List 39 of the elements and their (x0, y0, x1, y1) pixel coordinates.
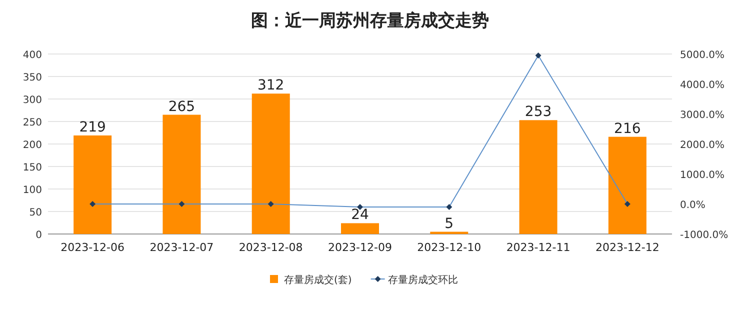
data-label: 312 (257, 78, 284, 94)
x-tick-label: 2023-12-11 (506, 241, 570, 254)
y-tick-label: 400 (22, 50, 42, 61)
data-label: 219 (79, 119, 106, 136)
y2-tick-label: 4000.0% (680, 80, 724, 91)
x-tick-label: 2023-12-07 (150, 241, 214, 254)
data-label: 253 (524, 104, 552, 120)
bar (341, 223, 379, 234)
y-tick-label: 250 (22, 118, 42, 128)
bar (162, 114, 201, 234)
y2-tick-label: 0.0% (680, 200, 706, 211)
bar (74, 135, 112, 234)
y2-tick-label: -1000.0% (680, 230, 728, 241)
y2-tick-label: 3000.0% (680, 110, 724, 121)
bar (252, 94, 290, 234)
x-tick-label: 2023-12-12 (595, 241, 660, 254)
x-tick-label: 2023-12-06 (60, 241, 125, 254)
x-tick-label: 2023-12-09 (328, 241, 392, 254)
chart-title: 图：近一周苏州存量房成交走势 (251, 11, 489, 31)
data-label: 265 (168, 98, 196, 115)
x-tick-label: 2023-12-10 (417, 241, 482, 254)
y-tick-label: 350 (22, 72, 42, 84)
bar (519, 120, 558, 234)
y2-tick-label: 1000.0% (680, 170, 724, 181)
data-label: 216 (614, 120, 641, 137)
legend-label: 存量房成交环比 (388, 274, 458, 286)
y2-tick-label: 5000.0% (680, 50, 724, 61)
y-tick-label: 50 (29, 208, 42, 218)
data-label: 24 (351, 207, 369, 224)
y-tick-label: 200 (22, 140, 42, 151)
legend-label: 存量房成交(套) (284, 274, 352, 286)
y-tick-label: 0 (36, 230, 42, 241)
y2-tick-label: 2000.0% (680, 140, 724, 151)
data-label: 5 (444, 216, 454, 232)
bar (608, 136, 646, 234)
y-tick-label: 100 (22, 185, 42, 196)
y-tick-label: 300 (22, 95, 42, 106)
y-tick-label: 150 (22, 162, 42, 174)
x-tick-label: 2023-12-08 (238, 241, 303, 254)
